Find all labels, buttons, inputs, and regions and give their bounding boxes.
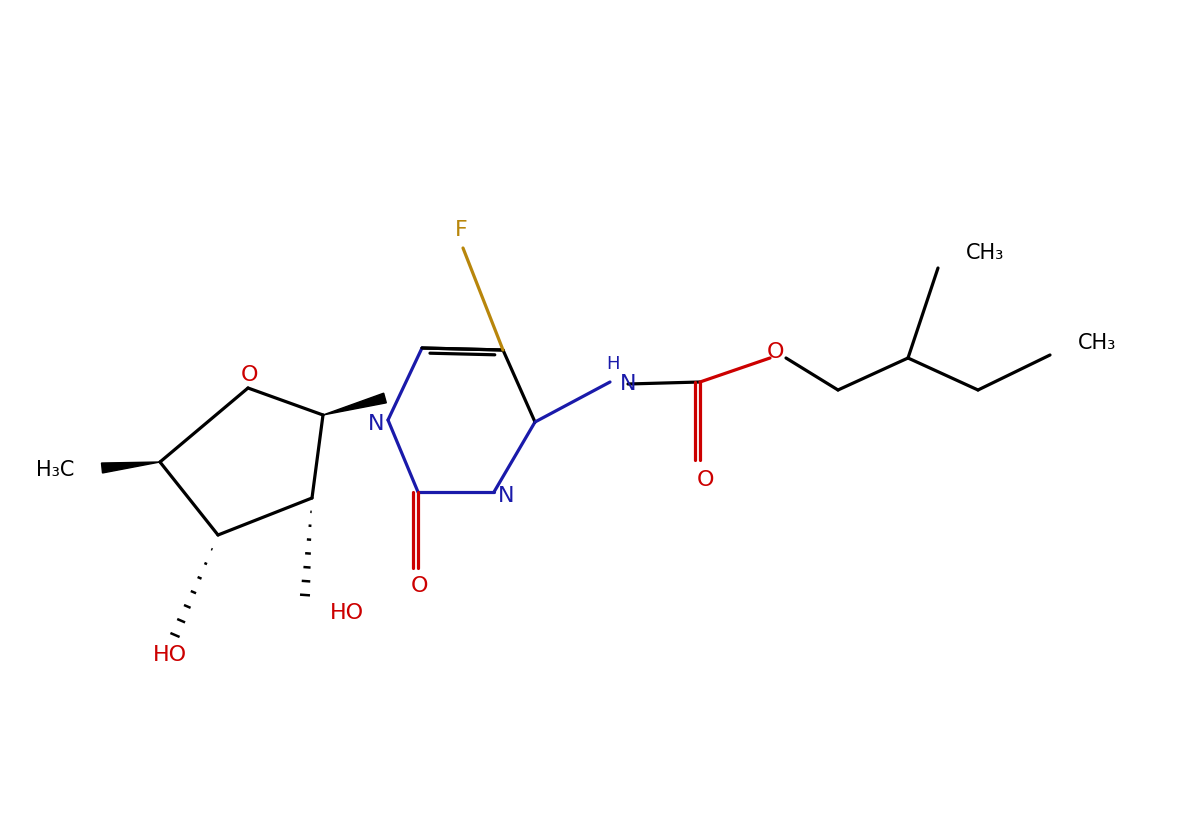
Text: H₃C: H₃C — [36, 460, 74, 480]
Text: HO: HO — [330, 603, 364, 623]
Text: N: N — [620, 374, 637, 394]
Polygon shape — [101, 462, 159, 473]
Text: O: O — [766, 342, 784, 362]
Text: HO: HO — [154, 645, 187, 665]
Text: O: O — [412, 576, 428, 596]
Text: H: H — [606, 355, 620, 373]
Text: O: O — [696, 470, 714, 490]
Text: O: O — [242, 365, 258, 385]
Text: F: F — [455, 220, 468, 240]
Text: N: N — [497, 486, 514, 506]
Text: CH₃: CH₃ — [1078, 333, 1116, 353]
Text: CH₃: CH₃ — [966, 243, 1004, 263]
Text: N: N — [368, 414, 384, 434]
Polygon shape — [322, 393, 387, 415]
